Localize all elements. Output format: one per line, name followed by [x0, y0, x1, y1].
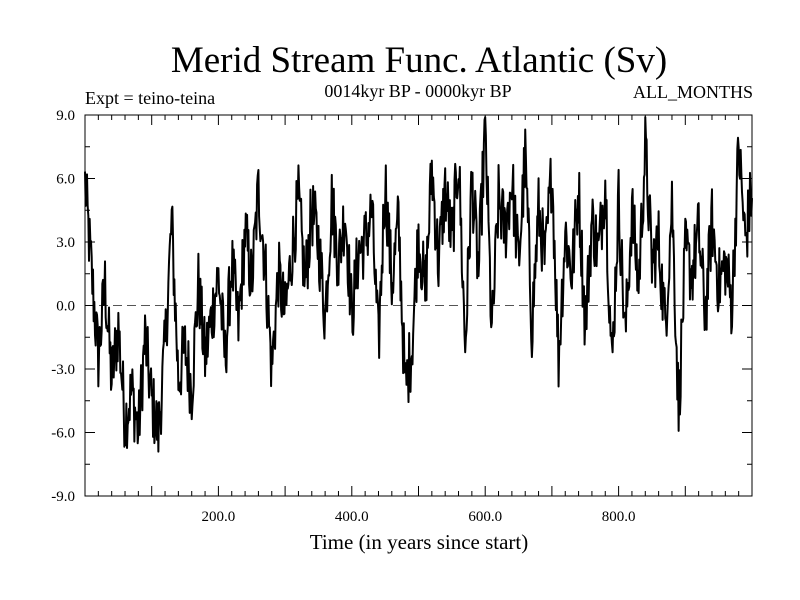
x-tick-label: 600.0 — [468, 509, 502, 525]
y-tick-label: -3.0 — [51, 362, 75, 378]
chart-title: Merid Stream Func. Atlantic (Sv) — [171, 40, 667, 81]
x-tick-label: 400.0 — [335, 509, 369, 525]
y-tick-label: 0.0 — [56, 299, 75, 315]
plot-frame — [84, 114, 753, 497]
tick-label-group: 200.0 400.0 600.0 800.0 9.0 6.0 3.0 0.0 -3.0 -6.0… — [51, 108, 635, 525]
x-axis-label: Time (in years since start) — [310, 530, 529, 554]
season-label: ALL_MONTHS — [633, 82, 753, 102]
experiment-label: Expt = teino-teina — [85, 88, 215, 108]
y-tick-label: -9.0 — [51, 489, 75, 505]
series-line — [84, 116, 753, 453]
x-tick-label: 800.0 — [602, 509, 636, 525]
y-tick-label: 3.0 — [56, 235, 75, 251]
period-label: 0014kyr BP - 0000kyr BP — [324, 81, 511, 101]
y-tick-label: 9.0 — [56, 108, 75, 124]
x-tick-label: 200.0 — [202, 509, 236, 525]
y-tick-label: -6.0 — [51, 426, 75, 442]
y-tick-label: 6.0 — [56, 172, 75, 188]
